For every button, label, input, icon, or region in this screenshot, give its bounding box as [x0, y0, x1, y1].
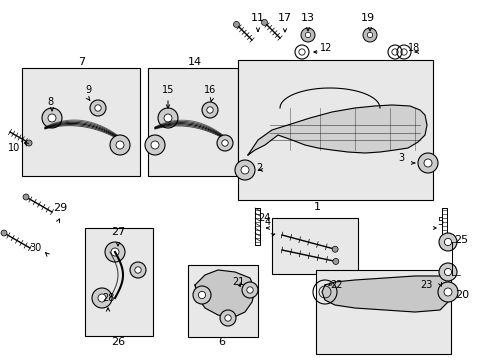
Circle shape	[95, 105, 101, 111]
Circle shape	[206, 107, 213, 113]
Bar	[187, 265, 258, 337]
Circle shape	[242, 282, 258, 298]
Bar	[238, 60, 432, 200]
Circle shape	[423, 159, 431, 167]
Circle shape	[235, 160, 254, 180]
Circle shape	[220, 310, 236, 326]
Text: 1: 1	[313, 202, 320, 212]
Circle shape	[1, 230, 7, 236]
Bar	[271, 218, 357, 274]
Text: 7: 7	[78, 57, 85, 67]
Circle shape	[158, 108, 178, 128]
Polygon shape	[195, 270, 254, 318]
Text: 4: 4	[264, 217, 270, 227]
Text: 3: 3	[397, 153, 403, 163]
Text: 27: 27	[111, 227, 125, 237]
Text: 20: 20	[454, 290, 468, 300]
Circle shape	[23, 194, 29, 200]
Circle shape	[362, 28, 376, 42]
Circle shape	[26, 140, 32, 146]
Circle shape	[437, 282, 457, 302]
Text: 17: 17	[277, 13, 291, 23]
Text: 16: 16	[203, 85, 216, 95]
Circle shape	[444, 269, 451, 276]
Circle shape	[42, 108, 62, 128]
Text: 8: 8	[47, 97, 53, 107]
Text: 21: 21	[231, 277, 244, 287]
Text: 6: 6	[218, 337, 225, 347]
Circle shape	[246, 287, 253, 293]
Circle shape	[443, 288, 451, 296]
Text: 29: 29	[53, 203, 67, 213]
Text: 2: 2	[256, 163, 262, 173]
Circle shape	[224, 315, 231, 321]
Circle shape	[366, 32, 372, 38]
Circle shape	[111, 248, 119, 256]
Circle shape	[110, 135, 130, 155]
Circle shape	[332, 258, 338, 265]
Circle shape	[130, 262, 146, 278]
Circle shape	[217, 135, 232, 151]
Circle shape	[198, 291, 205, 298]
Circle shape	[151, 141, 159, 149]
Text: 26: 26	[111, 337, 125, 347]
Text: 24: 24	[258, 213, 270, 223]
Circle shape	[438, 233, 456, 251]
Circle shape	[90, 100, 106, 116]
Text: 11: 11	[250, 13, 264, 23]
Text: 15: 15	[162, 85, 174, 95]
Circle shape	[438, 263, 456, 281]
Circle shape	[417, 153, 437, 173]
Text: 10: 10	[8, 143, 20, 153]
Circle shape	[233, 22, 239, 27]
Polygon shape	[247, 105, 426, 155]
Text: 18: 18	[407, 43, 419, 53]
Circle shape	[98, 294, 106, 302]
Text: 22: 22	[329, 280, 342, 290]
Circle shape	[261, 19, 267, 26]
Circle shape	[301, 28, 314, 42]
Text: 9: 9	[85, 85, 91, 95]
Text: 28: 28	[102, 293, 114, 303]
Text: 23: 23	[419, 280, 431, 290]
Circle shape	[92, 288, 112, 308]
Circle shape	[241, 166, 248, 174]
Text: 13: 13	[301, 13, 314, 23]
Polygon shape	[321, 276, 449, 312]
Circle shape	[116, 141, 124, 149]
Text: 19: 19	[360, 13, 374, 23]
Circle shape	[222, 140, 228, 146]
Bar	[315, 270, 450, 354]
Text: 12: 12	[319, 43, 332, 53]
Circle shape	[331, 246, 337, 252]
Text: 25: 25	[453, 235, 467, 245]
Circle shape	[305, 32, 310, 38]
Circle shape	[135, 267, 141, 273]
Circle shape	[193, 286, 210, 304]
Text: 5: 5	[436, 217, 442, 227]
Bar	[148, 68, 238, 176]
Text: 30: 30	[29, 243, 41, 253]
Circle shape	[48, 114, 56, 122]
Bar	[22, 68, 140, 176]
Circle shape	[163, 114, 172, 122]
Bar	[85, 228, 153, 336]
Circle shape	[145, 135, 164, 155]
Circle shape	[105, 242, 125, 262]
Circle shape	[202, 102, 218, 118]
Text: 14: 14	[187, 57, 202, 67]
Circle shape	[444, 238, 451, 246]
